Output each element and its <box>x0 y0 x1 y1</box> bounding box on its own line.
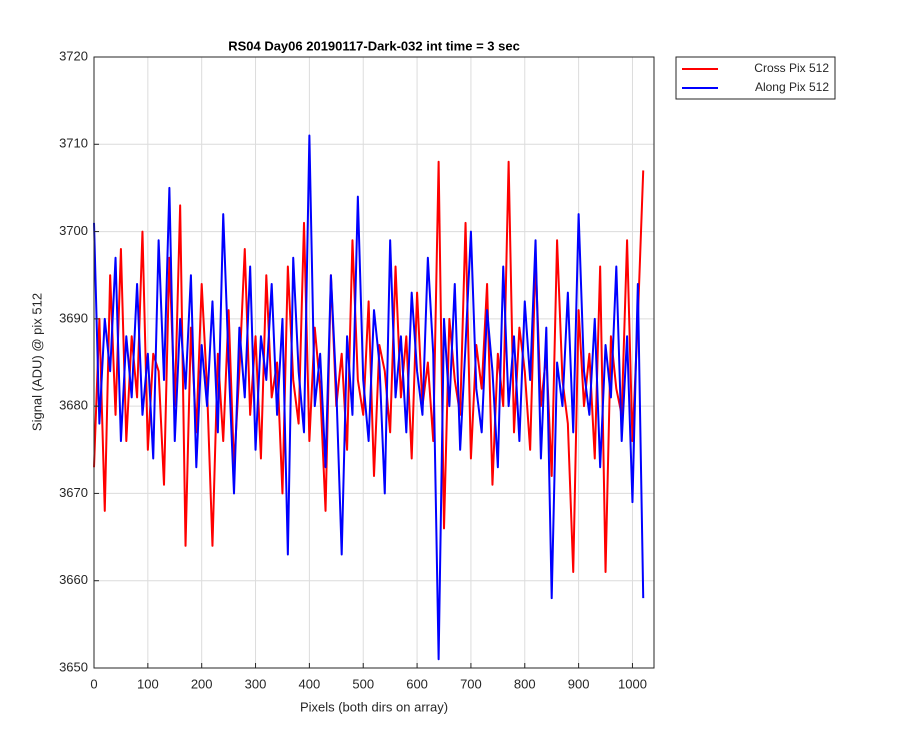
x-tick-label: 300 <box>245 676 267 691</box>
x-tick-label: 700 <box>460 676 482 691</box>
x-tick-label: 400 <box>299 676 321 691</box>
x-tick-label: 600 <box>406 676 428 691</box>
x-tick-label: 500 <box>352 676 374 691</box>
series-line <box>93 134 645 661</box>
x-tick-label: 800 <box>514 676 536 691</box>
y-tick-label: 3700 <box>59 223 88 238</box>
y-tick-label: 3680 <box>59 398 88 413</box>
legend-box <box>675 56 836 100</box>
y-tick-label: 3690 <box>59 310 88 325</box>
x-tick-label: 100 <box>137 676 159 691</box>
y-tick-label: 3710 <box>59 136 88 151</box>
series-line <box>93 160 645 573</box>
lines <box>93 134 645 661</box>
legend-label: Cross Pix 512 <box>754 61 829 75</box>
x-tick-label: 1000 <box>618 676 647 691</box>
plot-frame <box>93 56 655 669</box>
legend: Cross Pix 512 Along Pix 512 <box>675 56 836 100</box>
y-tick-label: 3720 <box>59 48 88 63</box>
chart-title: RS04 Day06 20190117-Dark-032 int time = … <box>228 38 520 53</box>
y-axis-label: Signal (ADU) @ pix 512 <box>29 293 44 431</box>
x-tick-label: 0 <box>90 676 97 691</box>
x-tick-label: 900 <box>568 676 590 691</box>
y-tick-label: 3650 <box>59 659 88 674</box>
x-tick-label: 200 <box>191 676 213 691</box>
legend-label: Along Pix 512 <box>755 80 829 94</box>
y-tick-label: 3660 <box>59 572 88 587</box>
y-tick-label: 3670 <box>59 485 88 500</box>
x-axis-label: Pixels (both dirs on array) <box>300 699 448 714</box>
